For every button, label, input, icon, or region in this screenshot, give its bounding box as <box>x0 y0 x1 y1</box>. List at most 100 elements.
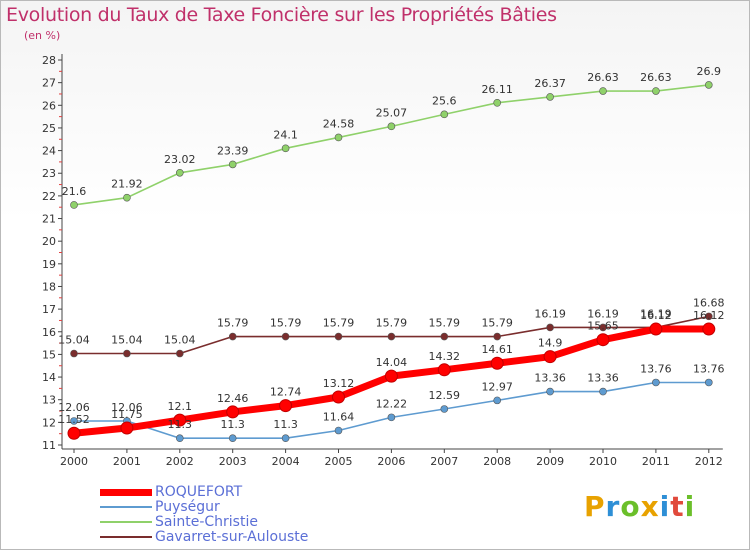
y-tick-label: 27 <box>42 77 56 90</box>
x-tick-label: 2007 <box>430 455 458 468</box>
y-tick-label: 18 <box>42 280 56 293</box>
data-label: 16.19 <box>640 307 672 320</box>
data-label: 11.3 <box>168 418 193 431</box>
data-point <box>123 349 131 358</box>
legend-item: ROQUEFORT <box>100 484 360 500</box>
legend-label: ROQUEFORT <box>155 484 243 500</box>
data-label: 13.36 <box>587 372 619 385</box>
data-label: 15.79 <box>376 317 408 330</box>
y-tick-label: 16 <box>42 326 56 339</box>
legend-item: Puységur <box>100 499 360 515</box>
data-label: 23.02 <box>164 153 196 166</box>
data-point <box>173 413 187 427</box>
data-label: 15.04 <box>111 334 143 347</box>
x-tick-label: 2005 <box>325 455 353 468</box>
data-point <box>176 168 184 177</box>
logo-letter: r <box>605 490 621 523</box>
data-point <box>384 369 398 383</box>
data-label: 12.06 <box>111 401 143 414</box>
data-point <box>546 387 554 396</box>
data-label: 21.6 <box>62 185 87 198</box>
legend-swatch <box>100 536 152 538</box>
legend-swatch <box>100 521 152 523</box>
data-label: 11.64 <box>323 411 355 424</box>
legend-swatch <box>100 488 152 496</box>
data-label: 12.59 <box>429 389 461 402</box>
data-point <box>120 421 134 435</box>
series-line-sainte-christie <box>73 84 709 206</box>
y-tick-label: 13 <box>42 394 56 407</box>
data-point <box>440 332 449 341</box>
y-tick-label: 22 <box>42 190 56 203</box>
data-point <box>281 144 290 153</box>
data-label: 26.11 <box>481 83 513 96</box>
data-label: 23.39 <box>217 144 249 157</box>
y-tick-label: 24 <box>42 145 56 158</box>
data-label: 24.1 <box>273 128 298 141</box>
logo-letter: o <box>620 490 641 523</box>
data-point <box>649 322 663 336</box>
y-tick-label: 20 <box>42 235 56 248</box>
x-tick-label: 2008 <box>483 455 511 468</box>
legend: ROQUEFORT Puységur Sainte-Christie Gavarret… <box>100 484 360 545</box>
data-label: 26.9 <box>697 65 722 78</box>
y-tick-label: 25 <box>42 122 56 135</box>
data-point <box>704 378 713 387</box>
proxiti-logo: Proxiti <box>584 490 695 523</box>
data-label: 11.3 <box>273 418 298 431</box>
legend-item: Sainte-Christie <box>100 514 360 530</box>
data-point <box>176 349 184 358</box>
y-tick-label: 19 <box>42 258 56 271</box>
x-tick-label: 2002 <box>166 455 194 468</box>
data-point <box>652 378 660 387</box>
data-label: 13.12 <box>323 377 355 390</box>
data-point <box>493 332 502 341</box>
logo-letter: P <box>584 490 606 523</box>
data-point <box>334 332 343 341</box>
data-label: 16.12 <box>640 309 672 322</box>
logo-letter: t <box>670 490 685 523</box>
data-label: 26.63 <box>640 71 672 84</box>
y-tick-label: 23 <box>42 167 56 180</box>
legend-label: Sainte-Christie <box>155 514 258 530</box>
data-label: 14.9 <box>538 337 563 350</box>
x-tick-label: 2001 <box>113 455 141 468</box>
data-point <box>281 332 290 341</box>
data-label: 13.36 <box>534 372 566 385</box>
x-tick-label: 2010 <box>589 455 617 468</box>
data-point <box>546 93 554 101</box>
data-label: 13.76 <box>693 362 725 375</box>
y-tick-label: 14 <box>42 371 56 384</box>
data-label: 14.61 <box>481 343 513 356</box>
x-tick-label: 2011 <box>642 455 670 468</box>
data-label: 15.79 <box>429 317 461 330</box>
data-label: 15.79 <box>270 317 302 330</box>
data-point <box>226 405 240 419</box>
data-label: 12.74 <box>270 386 302 399</box>
y-tick-label: 17 <box>42 303 56 316</box>
y-tick-label: 26 <box>42 99 56 112</box>
data-point <box>543 350 557 364</box>
y-tick-label: 12 <box>42 416 56 429</box>
data-label: 12.97 <box>481 380 513 393</box>
data-point <box>440 110 449 119</box>
data-point <box>70 201 78 209</box>
legend-item: Gavarret-sur-Aulouste <box>100 529 360 545</box>
y-tick-label: 15 <box>42 348 56 361</box>
data-label: 16.12 <box>693 309 725 322</box>
data-point <box>70 417 78 425</box>
data-label: 14.32 <box>429 350 461 363</box>
logo-letter: i <box>684 490 696 523</box>
data-label: 16.19 <box>534 307 566 320</box>
data-label: 12.06 <box>58 401 90 414</box>
y-tick-label: 21 <box>42 213 56 226</box>
chart-title: Evolution du Taux de Taxe Foncière sur l… <box>6 4 557 26</box>
logo-letter: x <box>640 490 660 523</box>
data-point <box>437 363 451 377</box>
data-point <box>228 434 237 443</box>
data-point <box>387 332 396 341</box>
x-tick-label: 2012 <box>695 455 723 468</box>
data-point <box>387 413 396 422</box>
data-point <box>596 333 610 347</box>
